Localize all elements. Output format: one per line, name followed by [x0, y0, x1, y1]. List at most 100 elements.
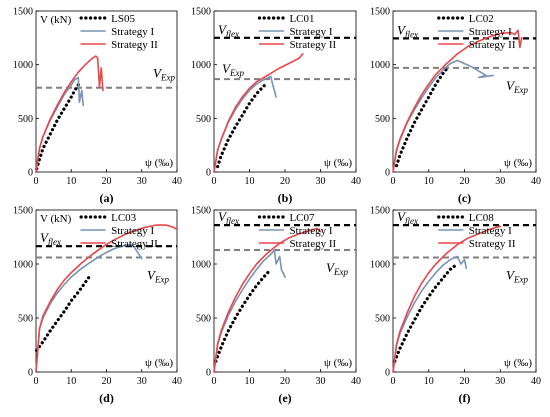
v-flex-label-sub: flex — [405, 29, 418, 39]
v-flex-label-sub: flex — [48, 237, 61, 247]
v-flex-label-main: V — [397, 209, 407, 224]
y-tick-label: 0 — [206, 368, 211, 379]
x-tick-label: 40 — [351, 176, 361, 187]
legend-label: LC07 — [289, 212, 315, 224]
y-tick-label: 1000 — [191, 60, 211, 71]
x-tick-label: 20 — [102, 376, 112, 387]
v-exp-label: VExp — [153, 66, 175, 83]
y-tick-label: 1500 — [13, 7, 33, 18]
x-tick-label: 0 — [34, 176, 39, 187]
series-line-solid-red — [35, 224, 178, 373]
y-tick-label: 1500 — [370, 206, 390, 217]
x-tick-label: 0 — [391, 176, 396, 187]
y-tick-label: 1500 — [370, 7, 390, 18]
v-exp-label: VExp — [506, 268, 528, 285]
legend-label: Strategy II — [289, 238, 336, 250]
x-tick-label: 10 — [66, 176, 76, 187]
legend-label: LS05 — [111, 13, 135, 25]
x-axis-label: ψ (‰) — [504, 357, 532, 369]
v-flex-label: Vflex — [397, 22, 418, 39]
v-exp-label-main: V — [326, 260, 336, 275]
y-tick-label: 500 — [196, 314, 211, 325]
series-line-solid-red — [392, 29, 523, 173]
x-axis-label: ψ (‰) — [145, 157, 173, 169]
legend-label: Strategy I — [111, 26, 154, 38]
x-tick-label: 10 — [424, 376, 434, 387]
v-exp-label: VExp — [506, 78, 528, 95]
x-axis-label: ψ (‰) — [145, 357, 173, 369]
v-flex-label-main: V — [40, 230, 50, 245]
v-exp-label-sub: Exp — [160, 73, 175, 83]
v-exp-label-sub: Exp — [513, 275, 528, 285]
v-exp-label-main: V — [506, 78, 516, 93]
series-line-solid-red — [213, 53, 304, 173]
y-axis-label: V (kN) — [40, 14, 72, 26]
x-tick-label: 30 — [495, 376, 505, 387]
series-line-solid-blue — [213, 75, 277, 173]
series-line-solid-blue — [213, 249, 286, 373]
x-tick-label: 10 — [245, 176, 255, 187]
legend-label: Strategy I — [289, 225, 332, 237]
v-flex-label-main: V — [397, 22, 407, 37]
y-tick-label: 1000 — [191, 260, 211, 271]
v-flex-label: Vflex — [397, 209, 418, 226]
panel-sublabel: (d) — [99, 391, 114, 405]
x-tick-label: 40 — [351, 376, 361, 387]
x-tick-label: 40 — [531, 176, 541, 187]
v-exp-label-sub: Exp — [229, 68, 244, 78]
v-exp-label-main: V — [147, 268, 157, 283]
x-tick-label: 0 — [212, 176, 217, 187]
series-line-solid-red — [213, 227, 322, 373]
v-exp-label: VExp — [326, 260, 348, 277]
series-line-dotted — [35, 273, 93, 352]
x-tick-label: 30 — [316, 176, 326, 187]
x-axis-label: ψ (‰) — [504, 157, 532, 169]
x-tick-label: 30 — [137, 176, 147, 187]
legend-label: Strategy I — [469, 225, 512, 237]
x-tick-label: 40 — [531, 376, 541, 387]
y-tick-label: 1500 — [13, 206, 33, 217]
x-tick-label: 20 — [460, 376, 470, 387]
v-flex-label-main: V — [218, 209, 228, 224]
plot-frame — [213, 209, 357, 373]
y-tick-label: 1500 — [191, 7, 211, 18]
legend-label: LC01 — [289, 13, 314, 25]
y-tick-label: 1000 — [370, 60, 390, 71]
x-tick-label: 10 — [245, 376, 255, 387]
series-line-solid-red — [35, 55, 104, 173]
y-tick-label: 500 — [375, 314, 390, 325]
series-line-solid-red — [392, 225, 502, 373]
v-exp-label-main: V — [222, 61, 232, 76]
x-tick-label: 0 — [34, 376, 39, 387]
series-line-solid-blue — [392, 59, 494, 173]
y-axis-label: V (kN) — [40, 213, 72, 225]
series-line-dotted — [393, 262, 459, 363]
v-flex-label-main: V — [218, 22, 228, 37]
plot-frame — [35, 10, 178, 173]
v-exp-label: VExp — [147, 268, 169, 285]
x-tick-label: 40 — [172, 376, 182, 387]
y-tick-label: 1000 — [13, 60, 33, 71]
x-tick-label: 40 — [172, 176, 182, 187]
series-line-dotted — [395, 67, 449, 168]
series-line-dotted — [214, 267, 273, 363]
y-tick-label: 500 — [18, 314, 33, 325]
v-exp-label-main: V — [153, 66, 163, 81]
v-flex-label: Vflex — [40, 230, 61, 247]
y-tick-label: 1500 — [191, 206, 211, 217]
y-tick-label: 500 — [18, 114, 33, 125]
x-tick-label: 20 — [102, 176, 112, 187]
x-tick-label: 20 — [280, 176, 290, 187]
panel-sublabel: (b) — [278, 191, 293, 205]
y-tick-label: 0 — [385, 168, 390, 179]
legend-label: Strategy I — [469, 26, 512, 38]
v-flex-label: Vflex — [218, 22, 239, 39]
series-line-dotted — [35, 79, 82, 171]
plot-frame — [392, 209, 537, 373]
x-axis-label: ψ (‰) — [324, 157, 352, 169]
